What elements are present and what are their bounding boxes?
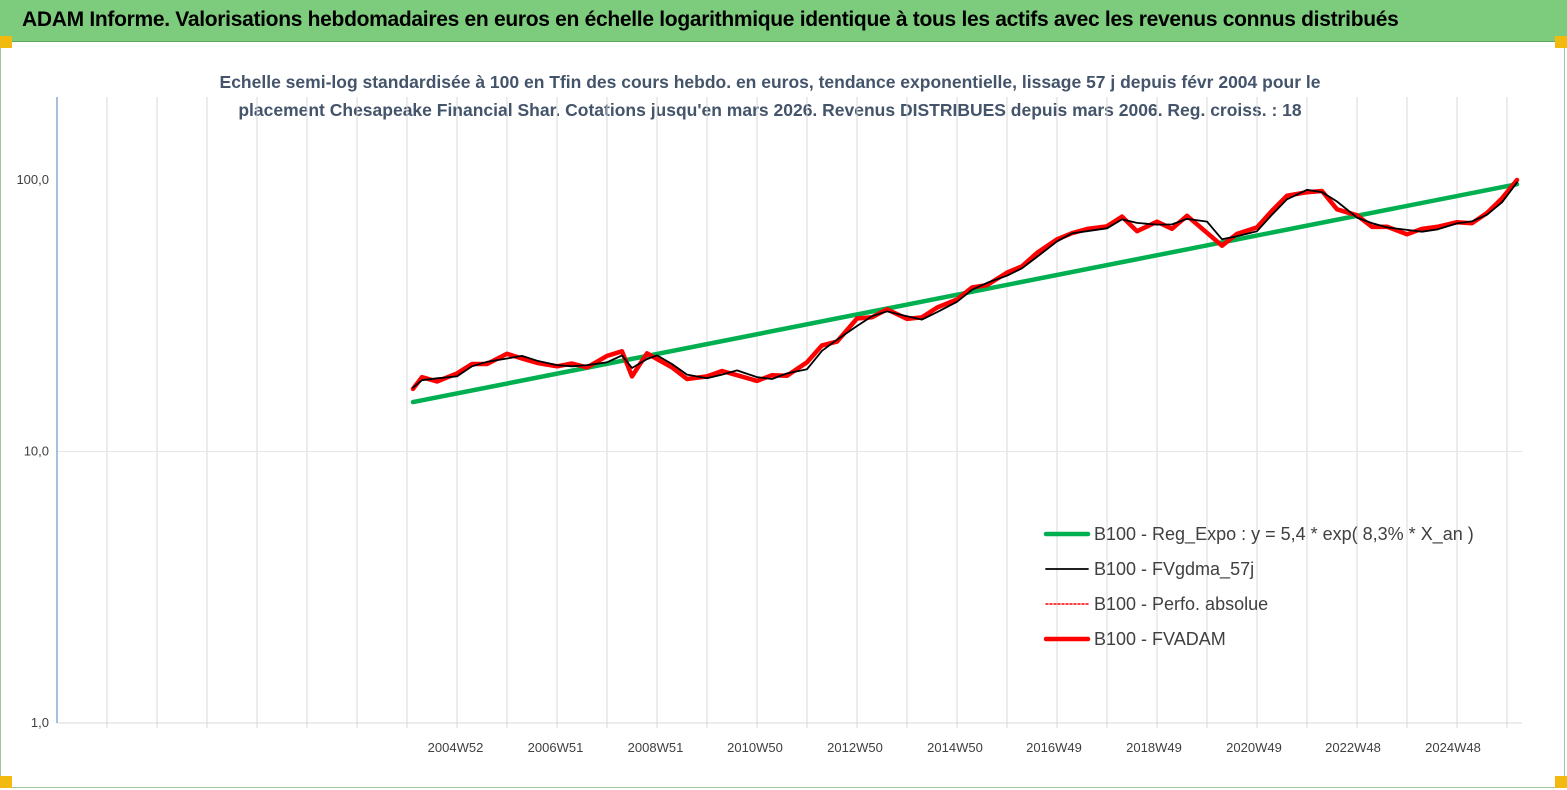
x-tick-label: 2014W50 xyxy=(927,740,983,755)
x-tick-label: 2006W51 xyxy=(528,740,584,755)
corner-marker-bottom-left xyxy=(0,776,12,788)
x-tick-label: 2022W48 xyxy=(1325,740,1381,755)
x-tick-label: 2020W49 xyxy=(1226,740,1282,755)
grid-lines xyxy=(57,97,1522,723)
series-lines xyxy=(410,177,1520,405)
corner-marker-top-right xyxy=(1555,36,1567,48)
x-tick-label: 2004W52 xyxy=(428,740,484,755)
corner-marker-top-left xyxy=(0,36,12,48)
x-tick-label: 2018W49 xyxy=(1126,740,1182,755)
axes xyxy=(56,97,1522,728)
x-tick-label: 2016W49 xyxy=(1026,740,1082,755)
series-line-1 xyxy=(412,181,1518,389)
x-tick-label: 2008W51 xyxy=(628,740,684,755)
y-tick-label: 1,0 xyxy=(31,715,49,730)
y-tick-label: 10,0 xyxy=(24,444,49,459)
y-tick-labels: 100,0 10,0 1,0 xyxy=(16,172,49,730)
x-tick-label: 2024W48 xyxy=(1425,740,1481,755)
chart-title-line-2: placement Chesapeake Financial Shar. Cot… xyxy=(238,100,1302,120)
legend-label-1: B100 - FVgdma_57j xyxy=(1094,559,1254,580)
report-header: ADAM Informe. Valorisations hebdomadaire… xyxy=(0,0,1567,42)
x-tick-label: 2010W50 xyxy=(727,740,783,755)
legend-label-3: B100 - FVADAM xyxy=(1094,629,1226,649)
legend-label-2: B100 - Perfo. absolue xyxy=(1094,594,1268,614)
chart-title: Echelle semi-log standardisée à 100 en T… xyxy=(150,68,1390,124)
y-tick-label: 100,0 xyxy=(16,172,49,187)
series-line-3 xyxy=(410,177,1520,392)
x-tick-labels: 2004W52 2006W51 2008W51 2010W50 2012W50 2014W… xyxy=(428,740,1481,755)
corner-marker-bottom-right xyxy=(1555,776,1567,788)
x-tick-label: 2012W50 xyxy=(827,740,883,755)
report-title: ADAM Informe. Valorisations hebdomadaire… xyxy=(22,8,1399,31)
legend: B100 - Reg_Expo : y = 5,4 * exp( 8,3% * … xyxy=(1043,524,1474,649)
legend-label-0: B100 - Reg_Expo : y = 5,4 * exp( 8,3% * … xyxy=(1094,524,1474,545)
chart-title-line-1: Echelle semi-log standardisée à 100 en T… xyxy=(219,72,1321,92)
